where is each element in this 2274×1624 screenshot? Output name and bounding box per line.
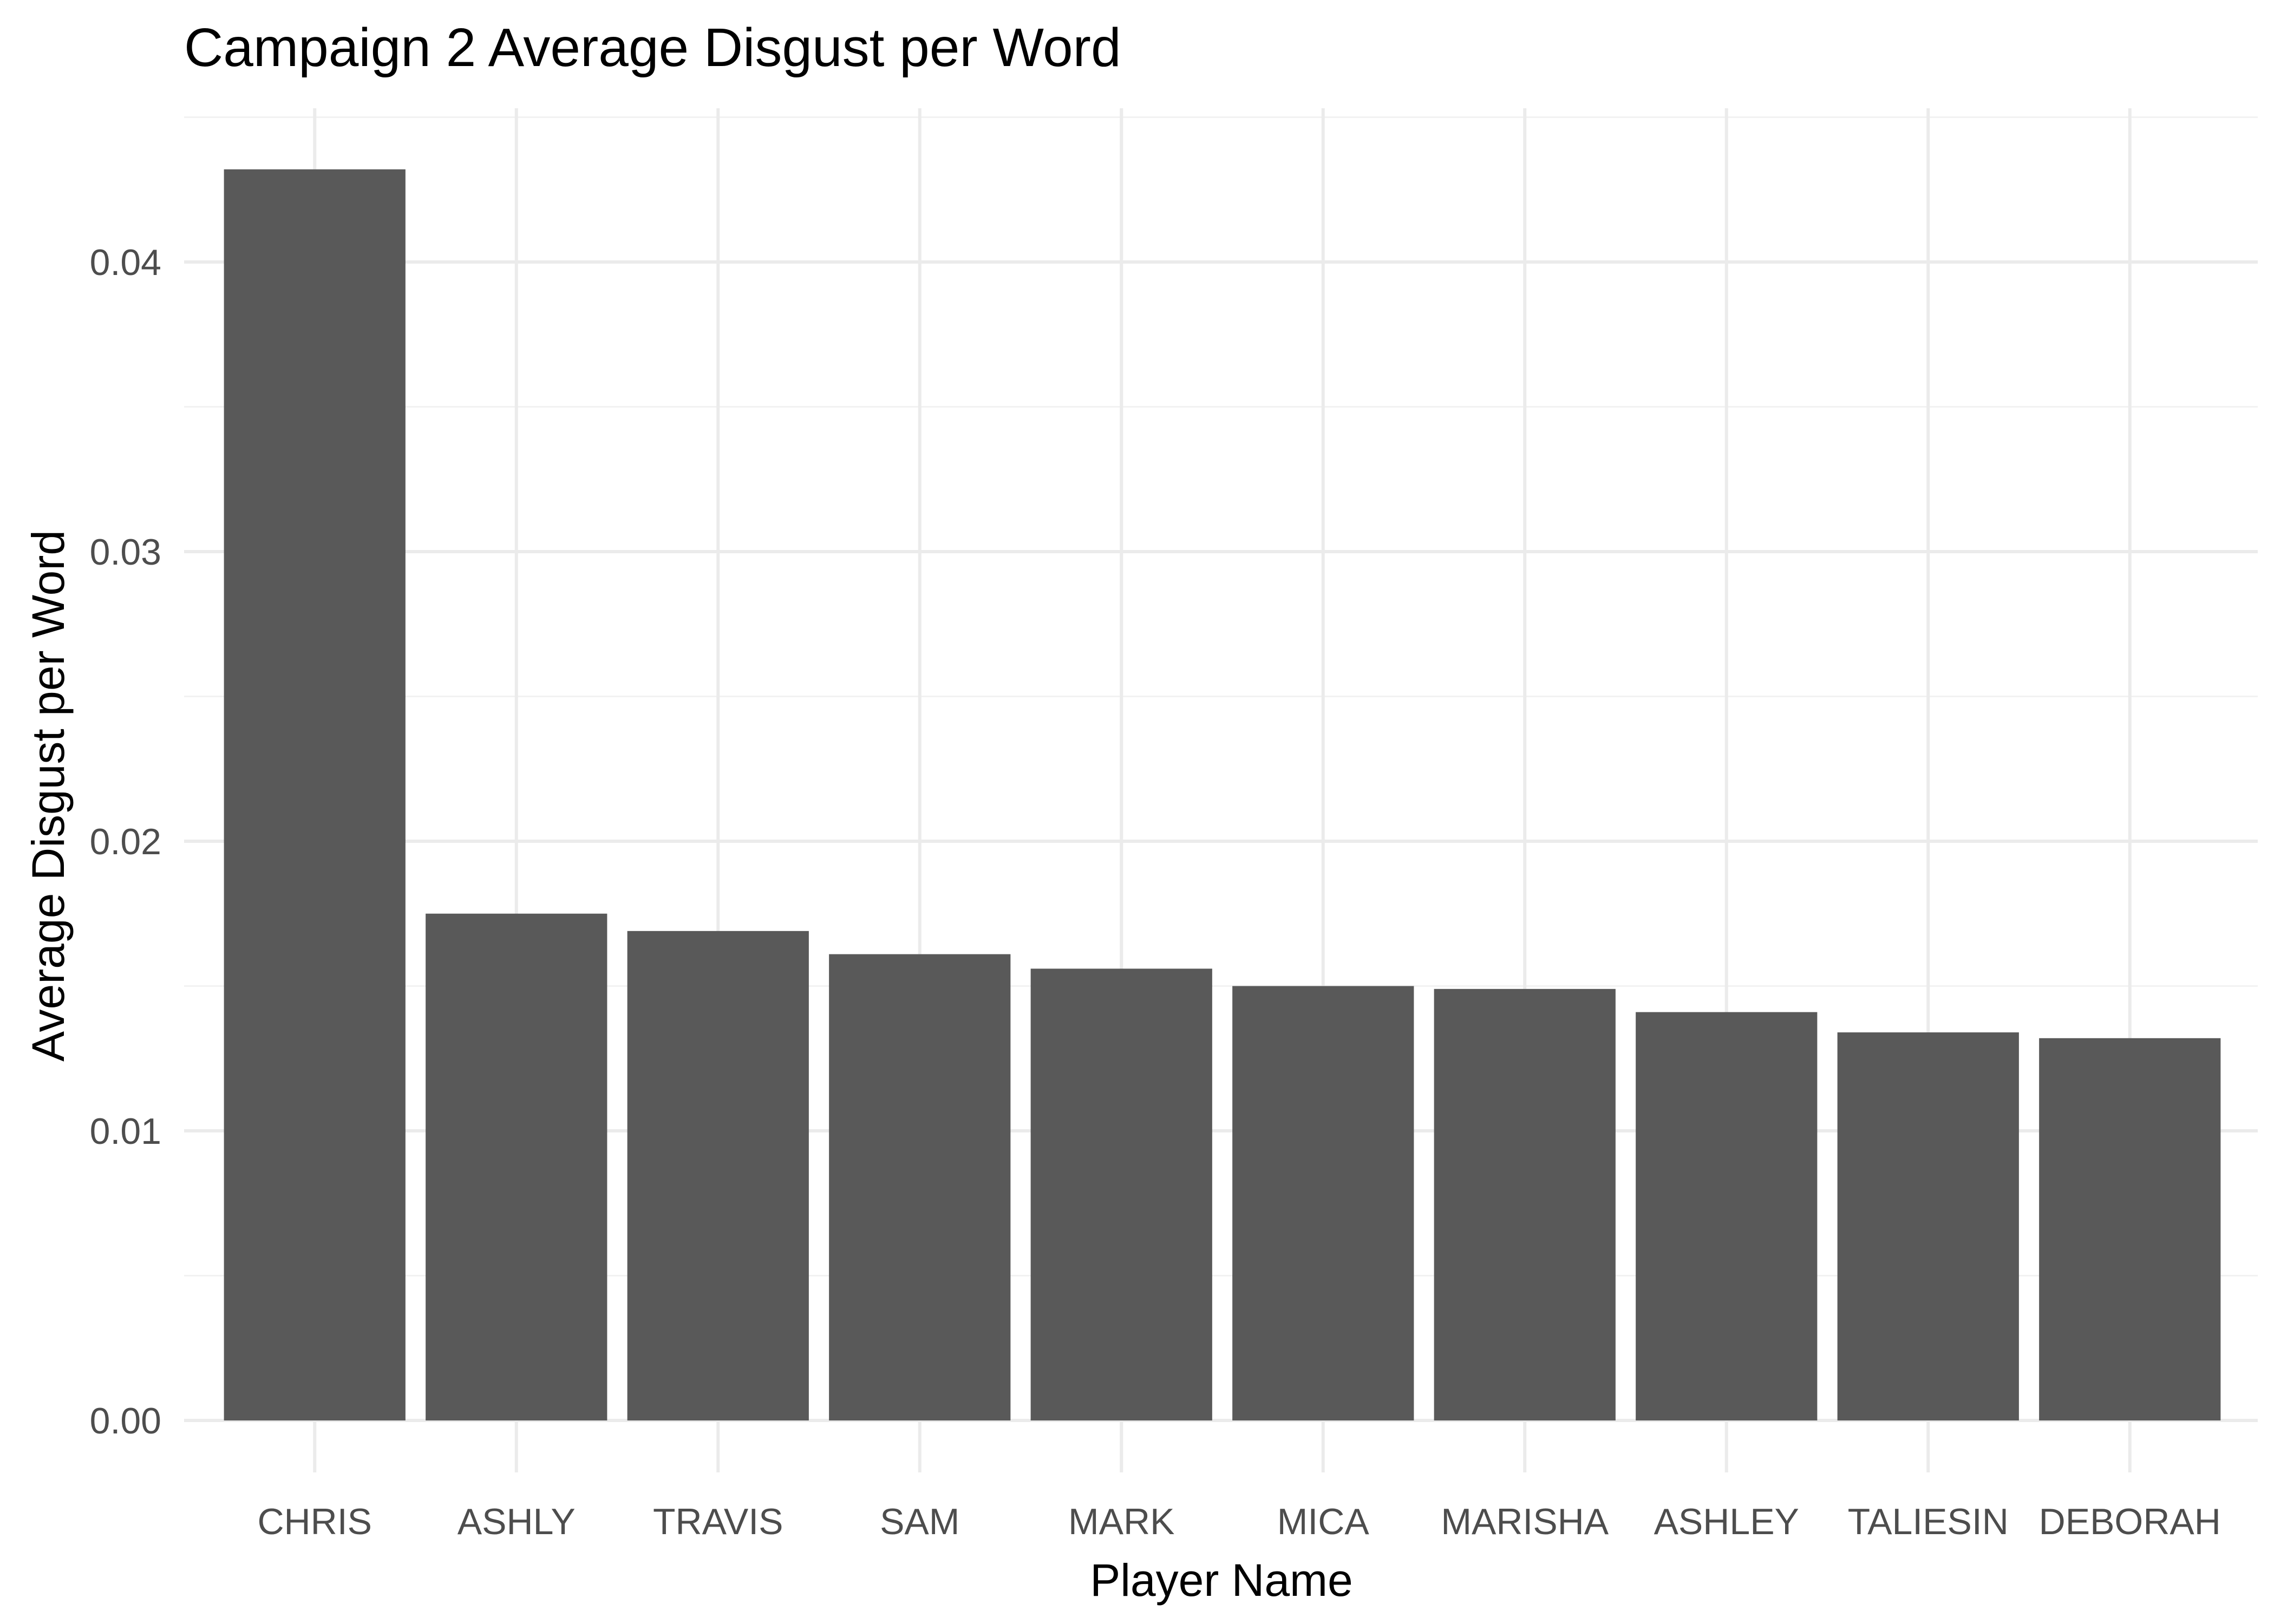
bar-marisha xyxy=(1434,988,1616,1420)
bar-ashly xyxy=(426,913,607,1420)
bar-sam xyxy=(829,954,1011,1420)
y-axis-ticks: 0.00 0.01 0.02 0.03 0.04 xyxy=(90,242,161,1442)
bar-taliesin xyxy=(1837,1032,2019,1420)
bar-mica xyxy=(1232,986,1414,1420)
x-tick-label: ASHLY xyxy=(458,1501,576,1542)
x-tick-label: CHRIS xyxy=(257,1501,372,1542)
bar-travis xyxy=(627,931,809,1420)
chart-title: Campaign 2 Average Disgust per Word xyxy=(184,17,1121,78)
x-tick-label: MICA xyxy=(1277,1501,1370,1542)
x-tick-label: ASHLEY xyxy=(1654,1501,1799,1542)
x-axis-ticks: CHRIS ASHLY TRAVIS SAM MARK MICA MARISHA ASHLEY… xyxy=(257,1501,2220,1542)
x-axis-title: Player Name xyxy=(1090,1555,1353,1606)
y-axis-title: Average Disgust per Word xyxy=(23,530,74,1062)
x-tick-label: TALIESIN xyxy=(1848,1501,2009,1542)
x-tick-label: MARK xyxy=(1068,1501,1174,1542)
bars xyxy=(224,169,2221,1420)
x-tick-label: SAM xyxy=(880,1501,959,1542)
y-tick-label: 0.00 xyxy=(90,1400,161,1442)
y-tick-label: 0.02 xyxy=(90,821,161,862)
x-tick-label: MARISHA xyxy=(1441,1501,1609,1542)
bar-mark xyxy=(1030,968,1212,1420)
x-tick-label: TRAVIS xyxy=(653,1501,783,1542)
y-tick-label: 0.04 xyxy=(90,242,161,283)
bar-chris xyxy=(224,169,406,1420)
bar-ashley xyxy=(1636,1012,1818,1420)
y-tick-label: 0.01 xyxy=(90,1111,161,1152)
y-tick-label: 0.03 xyxy=(90,532,161,573)
x-tick-label: DEBORAH xyxy=(2039,1501,2221,1542)
bar-deborah xyxy=(2039,1038,2221,1420)
